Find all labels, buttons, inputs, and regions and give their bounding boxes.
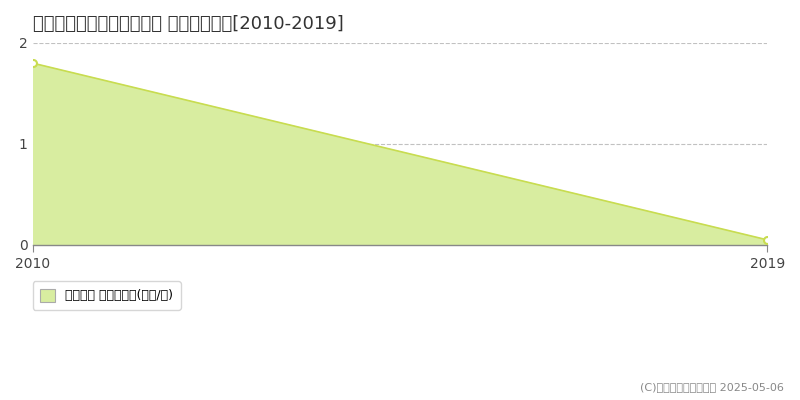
- Text: (C)土地価格ドットコム 2025-05-06: (C)土地価格ドットコム 2025-05-06: [640, 382, 784, 392]
- Text: 多可郡多可町八千代区大屋 土地価格推移[2010-2019]: 多可郡多可町八千代区大屋 土地価格推移[2010-2019]: [33, 15, 343, 33]
- Legend: 土地価格 平均坪単価(万円/坪): 土地価格 平均坪単価(万円/坪): [33, 281, 181, 310]
